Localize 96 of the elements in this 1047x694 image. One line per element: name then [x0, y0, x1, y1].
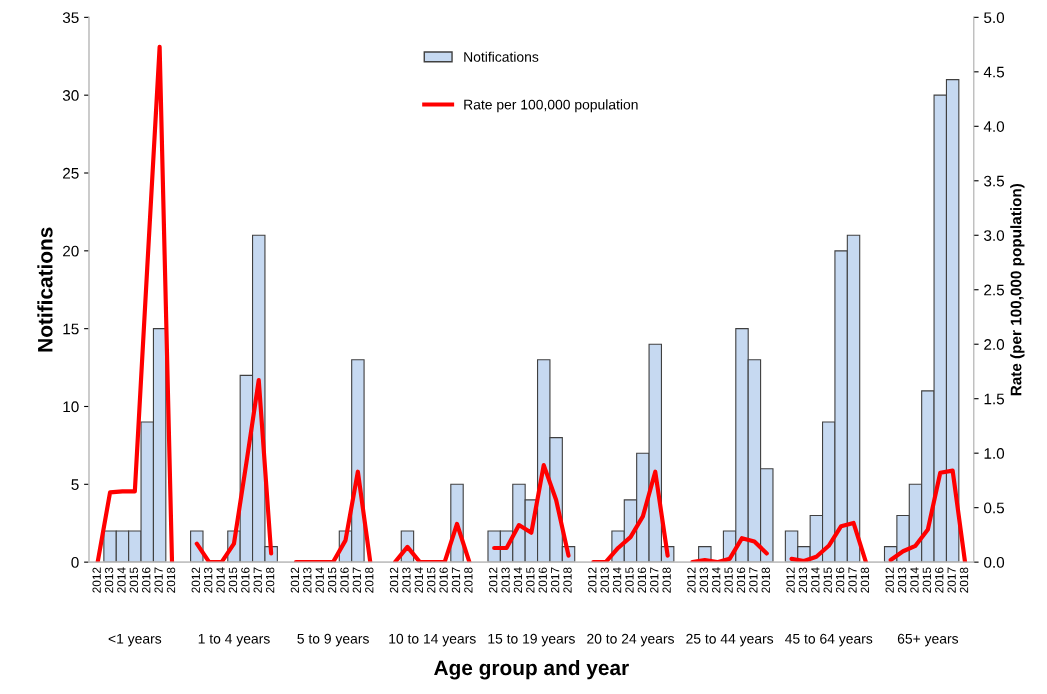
x-tick-label: 2012: [488, 567, 498, 593]
y2-tick-label: 2.0: [984, 339, 1005, 350]
y2-tick-label: 3.0: [984, 230, 1005, 241]
x-tick-label: 2014: [315, 567, 324, 593]
text: 5 to 9 years: [297, 633, 369, 647]
x-tick-label: 2012: [786, 567, 795, 593]
x-tick-label: 2013: [303, 567, 312, 593]
y2-axis-title: Rate (per 100,000 population): [1010, 183, 1025, 396]
text: 25 to 44 years: [686, 633, 774, 647]
x-tick-label: 2016: [142, 567, 151, 593]
x-tick-label: 2018: [662, 567, 671, 593]
x-tick-label: 2018: [166, 567, 176, 593]
y-tick-label: 35: [62, 12, 79, 24]
x-tick-label: 2017: [154, 567, 163, 593]
text: <1 years: [108, 633, 162, 647]
x-tick-label: 2018: [860, 567, 870, 593]
x-tick-label: 2014: [811, 567, 820, 593]
x-tick-label: 2016: [935, 567, 944, 593]
x-tick-label: 2012: [92, 567, 101, 593]
x-tick-label: 2012: [191, 567, 200, 593]
x-tick-label: 2015: [625, 567, 634, 593]
legend-label: Notifications: [464, 51, 539, 62]
x-tick-label: 2015: [724, 567, 733, 593]
x-tick-label: 2015: [526, 567, 535, 593]
x-tick-label: 2012: [588, 567, 597, 593]
legend-label: Rate per 100,000 population: [464, 99, 638, 113]
text: 20 to 24 years: [587, 633, 674, 647]
x-tick-label: 2016: [637, 567, 647, 593]
x-tick-label: 2017: [650, 567, 659, 593]
y2-tick-label: 3.5: [984, 175, 1005, 187]
y-tick-label: 30: [62, 90, 79, 101]
x-tick-label: 2016: [340, 567, 349, 593]
x-tick-label: 2014: [216, 567, 225, 593]
y2-tick-label: 4.0: [983, 121, 1005, 132]
y2-tick-label: 4.5: [983, 66, 1005, 78]
x-tick-label: 2013: [897, 567, 907, 593]
y2-tick-label: 1.5: [984, 393, 1005, 405]
x-tick-label: 2018: [365, 567, 374, 593]
x-tick-label: 2012: [687, 567, 696, 593]
x-tick-label: 2013: [600, 567, 609, 593]
x-tick-label: 2017: [253, 567, 262, 593]
y2-tick-label: 2.5: [984, 284, 1005, 296]
x-tick-label: 2017: [451, 567, 461, 593]
x-tick-label: 2013: [798, 567, 808, 593]
x-tick-label: 2014: [513, 567, 523, 593]
text: 65+ years: [897, 633, 959, 647]
y-tick-label: 25: [63, 167, 79, 179]
x-tick-label: 2018: [761, 567, 770, 593]
x-tick-label: 2018: [563, 567, 572, 593]
y-tick-label: 10: [63, 401, 79, 413]
x-tick-label: 2016: [538, 567, 547, 593]
x-tick-label: 2014: [117, 567, 126, 593]
x-tick-label: 2013: [204, 567, 213, 593]
text: 1 to 4 years: [198, 633, 270, 647]
y-tick-label: 5: [71, 479, 79, 490]
x-tick-label: 2012: [389, 567, 399, 593]
x-tick-label: 2017: [749, 567, 758, 593]
y-tick-label: 20: [63, 245, 79, 257]
x-tick-label: 2016: [736, 567, 746, 593]
x-tick-label: 2015: [327, 567, 337, 593]
x-tick-label: 2016: [241, 567, 250, 593]
x-tick-label: 2012: [290, 567, 300, 593]
x-tick-label: 2013: [104, 567, 114, 593]
x-axis-title: Age group and year: [434, 659, 629, 680]
x-tick-label: 2018: [265, 567, 275, 593]
x-tick-label: 2014: [414, 567, 423, 593]
x-tick-label: 2018: [959, 567, 969, 593]
x-tick-label: 2017: [947, 567, 956, 593]
x-tick-label: 2012: [885, 567, 894, 593]
y2-tick-label: 0.0: [984, 557, 1005, 568]
x-tick-label: 2015: [129, 567, 139, 593]
text: 15 to 19 years: [488, 633, 575, 647]
y-tick-label: 0: [71, 557, 79, 568]
x-tick-label: 2015: [427, 567, 436, 593]
y-tick-label: 15: [63, 323, 79, 335]
y2-tick-label: 5.0: [984, 12, 1005, 24]
y2-tick-label: 0.5: [984, 502, 1005, 514]
x-tick-label: 2013: [699, 567, 708, 593]
x-tick-label: 2013: [501, 567, 510, 593]
x-tick-label: 2017: [550, 567, 560, 593]
x-tick-label: 2014: [712, 567, 721, 593]
x-tick-label: 2013: [402, 567, 411, 593]
x-tick-label: 2015: [922, 567, 932, 593]
y2-tick-label: 1.0: [984, 448, 1005, 459]
x-tick-label: 2014: [612, 567, 622, 593]
x-tick-label: 2014: [910, 567, 919, 593]
text: 45 to 64 years: [785, 633, 873, 647]
x-tick-label: 2015: [823, 567, 832, 593]
x-tick-label: 2016: [835, 567, 845, 593]
x-tick-label: 2015: [228, 567, 238, 593]
x-tick-label: 2018: [464, 567, 473, 593]
y-axis-title: Notifications: [37, 227, 53, 352]
x-tick-label: 2017: [848, 567, 857, 593]
x-tick-label: 2017: [352, 567, 362, 593]
x-tick-label: 2016: [439, 567, 448, 593]
text: 10 to 14 years: [389, 633, 476, 647]
